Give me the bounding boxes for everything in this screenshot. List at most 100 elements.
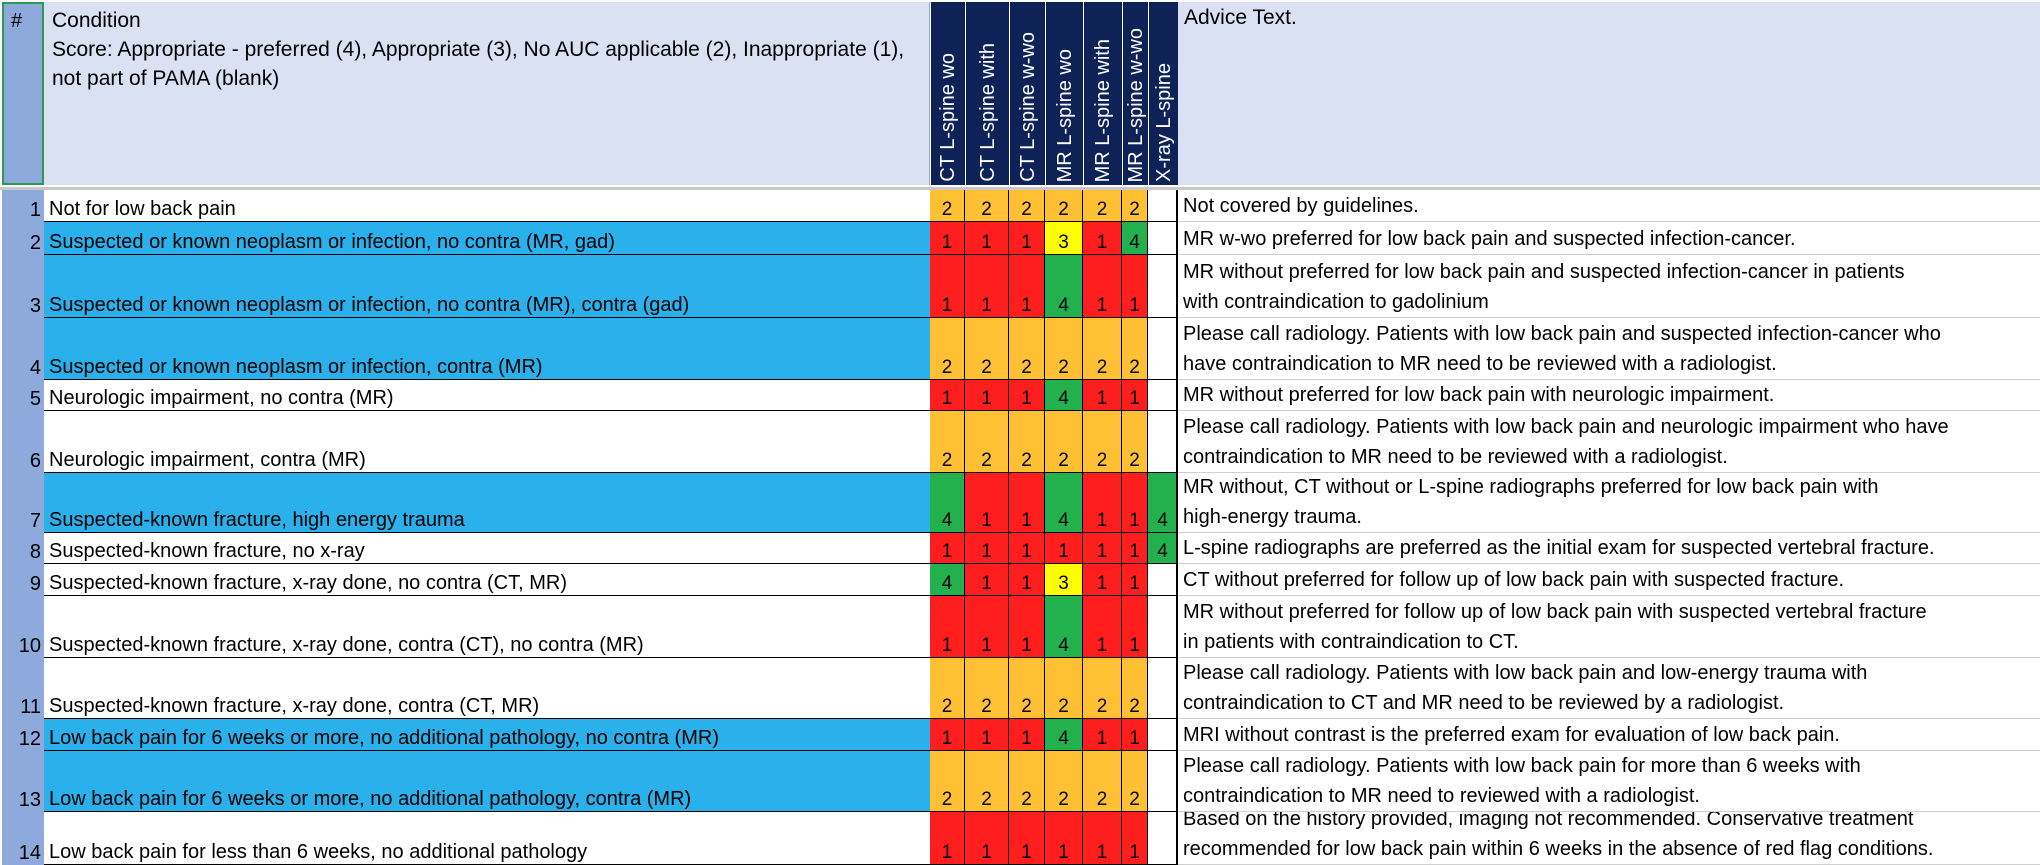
score-cell[interactable]: 2 (1083, 751, 1122, 812)
score-cell[interactable]: 1 (1009, 255, 1045, 318)
score-cell[interactable]: 2 (965, 318, 1009, 380)
modality-header-5[interactable]: MR L-spine with (1083, 2, 1122, 185)
score-cell[interactable]: 1 (965, 812, 1009, 865)
score-cell[interactable] (1148, 596, 1178, 658)
score-cell[interactable]: 2 (1045, 658, 1083, 719)
score-cell[interactable]: 1 (1122, 473, 1148, 533)
score-cell[interactable]: 2 (1122, 190, 1148, 222)
score-cell[interactable]: 1 (965, 533, 1009, 564)
score-cell[interactable] (1148, 255, 1178, 318)
score-cell[interactable]: 2 (1009, 751, 1045, 812)
score-cell[interactable]: 1 (1009, 533, 1045, 564)
score-cell[interactable]: 3 (1045, 222, 1083, 255)
score-cell[interactable]: 1 (965, 473, 1009, 533)
modality-header-2[interactable]: CT L-spine with (965, 2, 1009, 185)
score-cell[interactable]: 1 (965, 222, 1009, 255)
score-cell[interactable]: 2 (930, 190, 965, 222)
condition-cell[interactable]: Suspected or known neoplasm or infection… (44, 255, 930, 318)
score-cell[interactable]: 4 (1045, 719, 1083, 751)
score-cell[interactable]: 2 (1083, 318, 1122, 380)
advice-cell[interactable]: MR without preferred for low back pain a… (1178, 255, 2040, 318)
table-row[interactable]: 13 Low back pain for 6 weeks or more, no … (0, 751, 2040, 812)
advice-cell[interactable]: MR without, CT without or L-spine radiog… (1178, 473, 2040, 533)
score-cell[interactable] (1148, 411, 1178, 473)
advice-cell[interactable]: MR without preferred for low back pain w… (1178, 380, 2040, 411)
modality-header-6[interactable]: MR L-spine w-wo (1122, 2, 1148, 185)
table-row[interactable]: 9 Suspected-known fracture, x-ray done, n… (0, 564, 2040, 596)
score-cell[interactable]: 1 (965, 380, 1009, 411)
score-cell[interactable]: 1 (930, 533, 965, 564)
score-cell[interactable]: 1 (1122, 533, 1148, 564)
score-cell[interactable]: 1 (1122, 596, 1148, 658)
condition-cell[interactable]: Suspected or known neoplasm or infection… (44, 222, 930, 255)
condition-cell[interactable]: Suspected or known neoplasm or infection… (44, 318, 930, 380)
advice-cell[interactable]: MR without preferred for follow up of lo… (1178, 596, 2040, 658)
condition-cell[interactable]: Suspected-known fracture, x-ray done, co… (44, 658, 930, 719)
score-cell[interactable]: 4 (930, 564, 965, 596)
score-cell[interactable]: 2 (930, 318, 965, 380)
table-row[interactable]: 3 Suspected or known neoplasm or infectio… (0, 255, 2040, 318)
score-cell[interactable]: 2 (930, 751, 965, 812)
header-advice-cell[interactable]: Advice Text. (1178, 2, 2040, 185)
advice-cell[interactable]: CT without preferred for follow up of lo… (1178, 564, 2040, 596)
score-cell[interactable]: 1 (965, 564, 1009, 596)
score-cell[interactable]: 1 (1083, 596, 1122, 658)
score-cell[interactable]: 2 (1009, 318, 1045, 380)
table-row[interactable]: 4 Suspected or known neoplasm or infectio… (0, 318, 2040, 380)
score-cell[interactable]: 1 (930, 222, 965, 255)
score-cell[interactable]: 2 (1122, 318, 1148, 380)
score-cell[interactable]: 2 (1045, 751, 1083, 812)
header-condition-cell[interactable]: Condition Score: Appropriate - preferred… (44, 2, 930, 185)
score-cell[interactable]: 2 (1009, 190, 1045, 222)
condition-cell[interactable]: Low back pain for less than 6 weeks, no … (44, 812, 930, 865)
score-cell[interactable]: 1 (930, 719, 965, 751)
score-cell[interactable]: 1 (1083, 380, 1122, 411)
score-cell[interactable]: 1 (1009, 380, 1045, 411)
advice-cell[interactable]: Please call radiology. Patients with low… (1178, 318, 2040, 380)
table-row[interactable]: 10 Suspected-known fracture, x-ray done, … (0, 596, 2040, 658)
score-cell[interactable]: 1 (1009, 222, 1045, 255)
score-cell[interactable]: 2 (1045, 411, 1083, 473)
modality-header-4[interactable]: MR L-spine wo (1045, 2, 1083, 185)
score-cell[interactable]: 4 (930, 473, 965, 533)
score-cell[interactable]: 4 (1045, 473, 1083, 533)
header-number-cell[interactable]: # (2, 2, 44, 185)
score-cell[interactable]: 1 (965, 596, 1009, 658)
score-cell[interactable]: 1 (930, 380, 965, 411)
score-cell[interactable]: 1 (1045, 812, 1083, 865)
condition-cell[interactable]: Suspected-known fracture, no x-ray (44, 533, 930, 564)
score-cell[interactable]: 1 (1009, 564, 1045, 596)
table-row[interactable]: 5 Neurologic impairment, no contra (MR) 1 1… (0, 380, 2040, 411)
score-cell[interactable]: 2 (1083, 190, 1122, 222)
score-cell[interactable]: 2 (1122, 658, 1148, 719)
score-cell[interactable]: 1 (965, 719, 1009, 751)
condition-cell[interactable]: Low back pain for 6 weeks or more, no ad… (44, 719, 930, 751)
score-cell[interactable]: 1 (1083, 564, 1122, 596)
condition-cell[interactable]: Neurologic impairment, contra (MR) (44, 411, 930, 473)
table-row[interactable]: 1 Not for low back pain 2 2 2 2 2 2 Not covered … (0, 190, 2040, 222)
score-cell[interactable]: 4 (1045, 596, 1083, 658)
score-cell[interactable]: 1 (1083, 533, 1122, 564)
score-cell[interactable]: 1 (1122, 812, 1148, 865)
table-row[interactable]: 11 Suspected-known fracture, x-ray done, … (0, 658, 2040, 719)
score-cell[interactable] (1148, 318, 1178, 380)
score-cell[interactable]: 1 (1122, 564, 1148, 596)
score-cell[interactable]: 1 (1122, 380, 1148, 411)
score-cell[interactable]: 4 (1148, 473, 1178, 533)
score-cell[interactable]: 1 (1083, 719, 1122, 751)
condition-cell[interactable]: Neurologic impairment, no contra (MR) (44, 380, 930, 411)
score-cell[interactable]: 1 (930, 812, 965, 865)
score-cell[interactable] (1148, 380, 1178, 411)
table-row[interactable]: 6 Neurologic impairment, contra (MR) 2 2 2 2 2… (0, 411, 2040, 473)
score-cell[interactable] (1148, 658, 1178, 719)
score-cell[interactable]: 2 (965, 190, 1009, 222)
score-cell[interactable]: 1 (1083, 222, 1122, 255)
advice-cell[interactable]: MR w-wo preferred for low back pain and … (1178, 222, 2040, 255)
score-cell[interactable]: 2 (1122, 751, 1148, 812)
score-cell[interactable]: 1 (1009, 812, 1045, 865)
modality-header-7[interactable]: X-ray L-spine (1148, 2, 1178, 185)
score-cell[interactable] (1148, 812, 1178, 865)
advice-cell[interactable]: Please call radiology. Patients with low… (1178, 751, 2040, 812)
score-cell[interactable]: 1 (1083, 473, 1122, 533)
table-row[interactable]: 7 Suspected-known fracture, high energy t… (0, 473, 2040, 533)
